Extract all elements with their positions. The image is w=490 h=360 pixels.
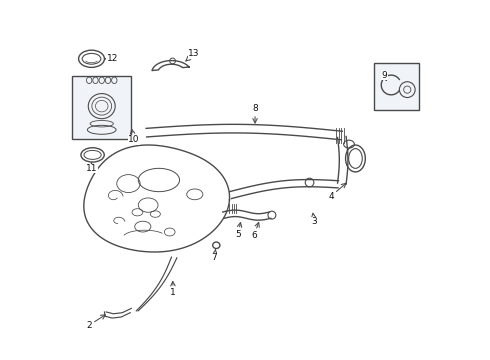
Text: 4: 4 bbox=[328, 183, 346, 201]
Text: 11: 11 bbox=[86, 163, 97, 173]
Text: 1: 1 bbox=[171, 282, 176, 297]
Text: 13: 13 bbox=[186, 49, 200, 61]
Bar bbox=[374, 63, 419, 110]
Text: 8: 8 bbox=[252, 104, 258, 123]
Text: 10: 10 bbox=[128, 129, 140, 144]
Text: 6: 6 bbox=[251, 222, 259, 240]
Bar bbox=[72, 76, 131, 139]
Text: 9: 9 bbox=[382, 71, 388, 81]
Text: 3: 3 bbox=[311, 213, 317, 226]
Text: 7: 7 bbox=[212, 250, 218, 262]
Text: 5: 5 bbox=[235, 222, 242, 239]
Polygon shape bbox=[152, 60, 189, 71]
Text: 2: 2 bbox=[86, 315, 105, 330]
Text: 12: 12 bbox=[105, 54, 118, 63]
